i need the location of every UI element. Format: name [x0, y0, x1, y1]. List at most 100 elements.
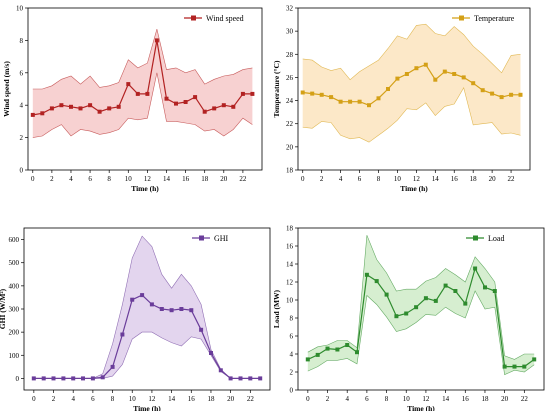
y-tick-label: 0 [16, 375, 20, 383]
data-point [384, 292, 389, 297]
data-point [258, 376, 263, 381]
data-point [248, 376, 253, 381]
y-tick-label: 200 [9, 329, 20, 337]
data-point [174, 101, 178, 106]
y-tick-label: 24 [286, 97, 294, 105]
data-point [423, 62, 428, 67]
data-point [199, 327, 204, 332]
y-tick-label: 18 [286, 167, 294, 175]
data-point [189, 308, 194, 313]
data-point [120, 332, 125, 337]
data-point [31, 376, 36, 381]
data-point [386, 87, 390, 91]
data-point [61, 376, 66, 381]
x-tick-label: 8 [111, 395, 115, 403]
x-tick-label: 20 [501, 395, 509, 403]
data-point [30, 112, 35, 117]
y-tick-label: 2 [20, 134, 24, 142]
x-tick-label: 8 [385, 395, 389, 403]
x-tick-label: 10 [403, 395, 411, 403]
plot-frame [297, 7, 531, 171]
y-tick-label: 300 [9, 306, 20, 314]
x-tick-label: 10 [125, 175, 133, 183]
data-point [414, 305, 419, 310]
x-tick-label: 22 [239, 175, 247, 183]
legend-label: Temperature [474, 14, 515, 23]
x-tick-label: 14 [432, 175, 440, 183]
data-point [509, 92, 514, 97]
y-axis-title: Load (MW) [272, 289, 281, 328]
data-point [140, 293, 145, 298]
data-point [107, 106, 112, 111]
x-tick-label: 10 [129, 395, 137, 403]
data-point [126, 82, 131, 87]
data-point [110, 364, 115, 369]
x-tick-label: 0 [32, 395, 36, 403]
data-point [423, 296, 428, 301]
y-axis-title: Wind speed (m/s) [2, 61, 11, 117]
data-point [502, 364, 507, 369]
x-tick-label: 6 [91, 395, 95, 403]
data-point [116, 104, 121, 109]
data-point [453, 289, 458, 293]
data-point [97, 109, 102, 114]
data-point [483, 285, 487, 290]
x-tick-label: 4 [69, 175, 73, 183]
y-tick-label: 26 [286, 74, 294, 82]
data-point [364, 272, 369, 277]
x-axis-title: Time (h) [400, 184, 428, 193]
x-tick-label: 2 [320, 175, 324, 183]
data-point [51, 376, 56, 381]
chart-panel-3: 0 2 4 6 8 10 12 14 16 18 20 22 0 100 200 300 400 500 600 Ti… [0, 227, 271, 411]
data-point [212, 106, 217, 111]
x-tick-label: 12 [413, 175, 421, 183]
x-tick-label: 2 [50, 175, 54, 183]
y-tick-label: 16 [286, 243, 294, 251]
upper-bound-line [302, 23, 521, 81]
x-tick-label: 2 [326, 395, 330, 403]
y-tick-label: 30 [286, 28, 294, 36]
x-tick-label: 4 [339, 175, 343, 183]
x-tick-label: 14 [168, 395, 176, 403]
data-point [183, 100, 188, 104]
y-tick-label: 8 [20, 37, 24, 45]
y-axis-title: Temperature (°C) [272, 60, 281, 117]
x-tick-label: 4 [71, 395, 75, 403]
y-axis-title: GHI (W/M²) [0, 288, 7, 329]
data-point [329, 95, 334, 100]
x-axis-title: Time (h) [133, 404, 161, 411]
x-tick-label: 22 [247, 395, 255, 403]
x-tick-label: 0 [301, 175, 305, 183]
data-point [315, 352, 320, 357]
y-tick-label: 4 [290, 351, 294, 359]
y-tick-label: 4 [20, 102, 24, 110]
data-point [149, 302, 154, 307]
x-tick-label: 8 [377, 175, 381, 183]
data-point [512, 364, 517, 369]
data-point [78, 106, 83, 111]
x-tick-label: 20 [220, 175, 228, 183]
y-tick-label: 100 [9, 352, 20, 360]
data-point [300, 90, 305, 95]
y-tick-label: 600 [9, 236, 20, 244]
x-tick-label: 18 [207, 395, 215, 403]
x-tick-label: 6 [365, 395, 369, 403]
chart-panel-4: 0 2 4 6 8 10 12 14 16 18 20 22 0 2 4 6 8 10 12 14 16 18 Time (… [272, 225, 545, 411]
data-point [522, 364, 527, 369]
x-tick-label: 22 [508, 175, 516, 183]
data-point [169, 308, 174, 313]
x-tick-label: 14 [442, 395, 450, 403]
x-tick-label: 18 [481, 395, 489, 403]
x-tick-label: 6 [358, 175, 362, 183]
data-point [179, 307, 184, 311]
x-tick-label: 12 [144, 175, 152, 183]
data-point [395, 76, 400, 81]
confidence-band [33, 236, 261, 379]
data-point [305, 357, 310, 362]
data-point [335, 347, 340, 352]
data-point [130, 297, 135, 302]
data-point [374, 279, 379, 284]
data-point [159, 307, 164, 311]
